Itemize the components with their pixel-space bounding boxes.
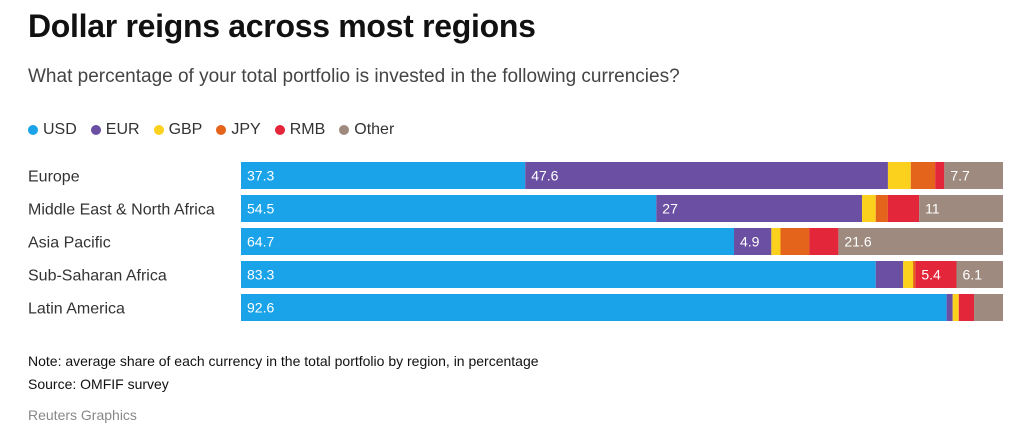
data-label: 4.9 [740,234,760,250]
data-label: 7.7 [950,168,970,184]
legend-label: GBP [168,121,203,138]
bar-jpy-2 [780,228,810,255]
data-label: 92.6 [247,300,274,316]
bar-jpy-1 [875,195,888,222]
bar-gbp-1 [862,195,876,222]
data-label: 54.5 [247,201,274,217]
bar-rmb-4 [958,294,975,321]
bar-rmb-3 [915,261,957,288]
bar-eur-2 [734,228,772,255]
legend-label: RMB [289,121,326,138]
legend-swatch [339,125,350,135]
bar-usd-0 [241,162,526,189]
bar-gbp-0 [887,162,911,189]
legend-swatch [28,125,38,135]
stacked-bar-chart: Europe 37.3 47.6 7.7 Middle East & North Afr… [28,162,1003,321]
bar-other-1 [919,195,1003,222]
chart-subtitle: What percentage of your total portfolio … [28,66,680,87]
legend-item-rmb: RMB [274,121,326,139]
data-label: 47.6 [531,168,558,184]
legend-label: EUR [105,121,140,138]
bar-gbp-4 [952,294,959,321]
bar-rmb-2 [809,228,839,255]
bar-jpy-3 [913,261,916,288]
chart-credit: Reuters Graphics [28,407,137,423]
category-label: Asia Pacific [28,235,111,252]
data-label: 37.3 [247,168,274,184]
data-label: 83.3 [247,267,274,283]
legend-item-jpy: JPY [216,121,261,139]
chart-title: Dollar reigns across most regions [28,8,536,44]
chart-note: Note: average share of each currency in … [28,353,539,369]
category-label: Middle East & North Africa [28,202,215,219]
category-label: Latin America [28,301,125,318]
bar-eur-4 [946,294,953,321]
bar-other-2 [838,228,1003,255]
data-label: 27 [662,201,678,217]
bar-usd-3 [241,261,876,288]
bar-usd-4 [241,294,947,321]
legend-swatch [90,125,101,135]
data-label: 6.1 [963,267,983,283]
legend-swatch [274,125,285,135]
data-label: 21.6 [844,234,871,250]
bar-usd-2 [241,228,735,255]
chart-source: Source: OMFIF survey [28,376,169,392]
bar-usd-1 [241,195,657,222]
bar-rmb-0 [935,162,945,189]
category-label: Sub-Saharan Africa [28,268,167,285]
legend-swatch [153,125,164,135]
legend-label: JPY [231,121,261,138]
legend-item-eur: EUR [90,121,140,139]
bar-gbp-2 [771,228,781,255]
legend-item-other: Other [339,121,394,139]
legend-item-gbp: GBP [153,121,203,139]
bar-other-4 [974,294,1003,321]
bar-rmb-1 [887,195,920,222]
legend-swatch [216,125,227,135]
bar-eur-1 [656,195,863,222]
legend-label: Other [354,121,395,138]
bar-jpy-0 [910,162,936,189]
legend-item-usd: USD [28,121,77,139]
legend-label: USD [43,121,77,138]
category-label: Europe [28,169,80,186]
bar-other-3 [956,261,1003,288]
bar-eur-3 [875,261,904,288]
bar-other-0 [944,162,1003,189]
data-label: 5.4 [921,267,941,283]
bar-eur-0 [525,162,888,189]
data-label: 64.7 [247,234,274,250]
data-label: 11 [925,201,940,217]
legend: USD EUR GBP JPY RMB Other [28,121,408,139]
bar-gbp-3 [903,261,914,288]
